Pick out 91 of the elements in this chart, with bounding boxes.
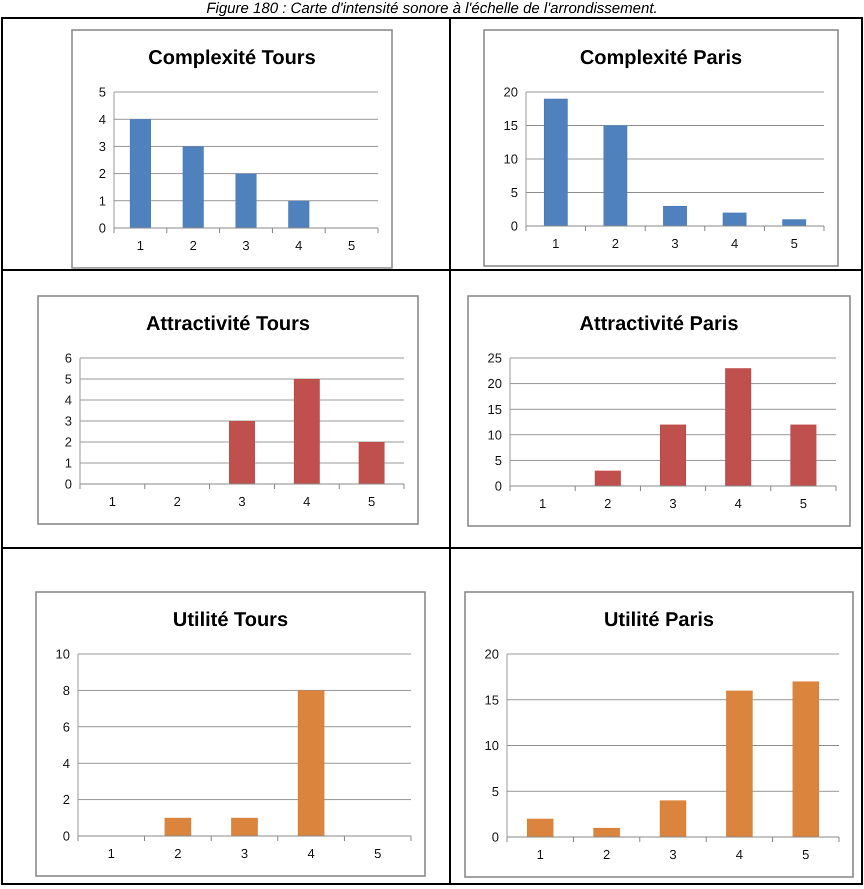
y-tick-label: 3 xyxy=(64,414,72,429)
x-tick-label: 4 xyxy=(730,236,738,251)
x-tick-label: 2 xyxy=(190,238,197,253)
x-tick-label: 4 xyxy=(295,238,302,253)
y-tick-label: 15 xyxy=(488,402,502,417)
y-tick-label: 5 xyxy=(492,784,499,799)
x-tick-label: 5 xyxy=(802,847,810,862)
y-tick-label: 20 xyxy=(488,376,502,392)
x-tick-label: 1 xyxy=(538,496,546,511)
bar xyxy=(526,818,554,837)
y-tick-label: 0 xyxy=(98,220,106,236)
bar xyxy=(594,470,621,486)
x-tick-label: 5 xyxy=(374,846,382,861)
y-tick-label: 0 xyxy=(64,476,72,492)
y-tick-label: 4 xyxy=(62,756,70,771)
x-tick-label: 3 xyxy=(669,496,677,511)
chart-title: Utilité Tours xyxy=(172,609,288,631)
chart-title: Attractivité Tours xyxy=(146,313,310,335)
bar xyxy=(660,424,686,486)
y-tick-label: 1 xyxy=(98,193,106,208)
y-tick-label: 5 xyxy=(494,452,502,468)
x-tick-label: 4 xyxy=(307,846,315,861)
y-tick-label: 15 xyxy=(484,692,499,708)
x-tick-label: 1 xyxy=(108,494,116,509)
chart-title: Utilité Paris xyxy=(604,609,714,631)
bar xyxy=(235,174,257,228)
y-tick-label: 20 xyxy=(484,646,499,662)
bar xyxy=(294,379,320,484)
y-tick-label: 10 xyxy=(56,646,70,662)
y-tick-label: 6 xyxy=(64,350,72,366)
y-tick-label: 0 xyxy=(62,828,70,844)
bar xyxy=(663,206,687,226)
bar xyxy=(790,424,816,486)
x-tick-label: 5 xyxy=(790,236,798,251)
y-tick-label: 10 xyxy=(504,152,518,167)
y-tick-label: 0 xyxy=(510,218,518,234)
bar xyxy=(130,119,151,228)
x-tick-label: 2 xyxy=(612,236,620,251)
x-tick-label: 1 xyxy=(552,236,560,251)
x-tick-label: 3 xyxy=(238,494,246,509)
bar xyxy=(182,146,204,228)
y-tick-label: 2 xyxy=(98,166,106,182)
bar xyxy=(660,800,686,837)
y-tick-label: 1 xyxy=(64,456,72,471)
y-tick-label: 5 xyxy=(510,185,518,200)
y-tick-label: 4 xyxy=(98,112,106,127)
x-tick-label: 2 xyxy=(174,846,182,861)
y-tick-label: 0 xyxy=(494,478,502,494)
bar xyxy=(288,200,310,228)
x-tick-label: 4 xyxy=(303,494,310,509)
chart-title: Complexité Tours xyxy=(148,47,316,69)
bar xyxy=(544,98,568,226)
bar xyxy=(229,421,255,484)
y-tick-label: 4 xyxy=(64,392,72,408)
caption: Figure 180 : Carte d'intensité sonore à l'échelle de l'arrondissement. xyxy=(206,0,658,17)
bar xyxy=(358,442,385,484)
x-tick-label: 4 xyxy=(736,847,744,862)
y-tick-label: 2 xyxy=(64,434,72,450)
x-tick-label: 5 xyxy=(368,494,376,509)
bar xyxy=(722,212,747,226)
bar xyxy=(726,690,753,837)
chart-title: Complexité Paris xyxy=(580,47,742,69)
y-tick-label: 3 xyxy=(98,138,106,154)
y-tick-label: 25 xyxy=(488,350,502,366)
y-tick-label: 5 xyxy=(64,372,72,387)
x-tick-label: 5 xyxy=(800,496,808,511)
x-tick-label: 1 xyxy=(136,238,144,253)
x-tick-label: 3 xyxy=(671,236,679,251)
bar xyxy=(792,681,820,837)
x-tick-label: 2 xyxy=(604,496,612,511)
x-tick-label: 3 xyxy=(242,238,250,253)
bar xyxy=(725,368,752,486)
x-tick-label: 3 xyxy=(669,847,677,862)
y-tick-label: 8 xyxy=(62,682,70,698)
x-tick-label: 3 xyxy=(240,846,248,861)
x-tick-label: 2 xyxy=(174,494,181,509)
bar xyxy=(603,126,628,226)
bar xyxy=(593,828,620,837)
y-tick-label: 10 xyxy=(484,738,499,754)
chart-title: Attractivité Paris xyxy=(580,313,738,335)
x-tick-label: 1 xyxy=(536,847,544,862)
x-tick-label: 4 xyxy=(734,496,742,511)
x-tick-label: 5 xyxy=(348,238,356,253)
y-tick-label: 6 xyxy=(62,719,70,734)
y-tick-label: 2 xyxy=(62,792,70,808)
y-tick-label: 0 xyxy=(492,830,499,845)
y-tick-label: 10 xyxy=(488,427,502,442)
y-tick-label: 20 xyxy=(504,84,518,100)
x-tick-label: 2 xyxy=(602,847,610,862)
y-tick-label: 5 xyxy=(98,84,106,100)
y-tick-label: 15 xyxy=(504,118,518,134)
